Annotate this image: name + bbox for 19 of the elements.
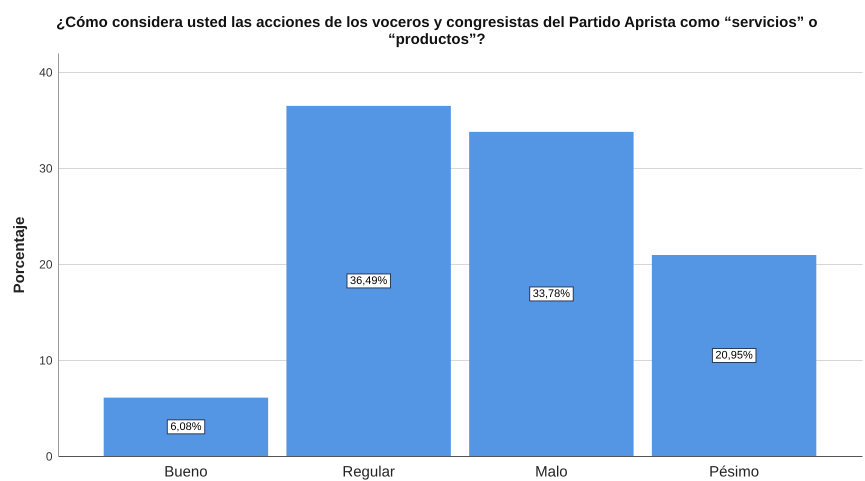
bar bbox=[469, 132, 634, 456]
y-tick-label: 10 bbox=[39, 354, 53, 368]
y-tick-label: 40 bbox=[39, 66, 53, 80]
data-label: 33,78% bbox=[532, 288, 570, 300]
y-tick-label: 20 bbox=[39, 258, 53, 272]
x-tick-label: Bueno bbox=[164, 464, 208, 480]
x-tick-label: Regular bbox=[342, 464, 395, 480]
x-tick-label: Malo bbox=[535, 464, 568, 480]
chart-title: ¿Cómo considera usted las acciones de los voceros y congresistas del Partido Aprista como “servicios” o “productos”? bbox=[56, 14, 818, 48]
bar bbox=[286, 106, 451, 456]
x-tick-label: Pésimo bbox=[709, 464, 760, 480]
data-label: 36,49% bbox=[350, 274, 388, 287]
y-tick-label: 30 bbox=[39, 162, 53, 176]
data-label: 20,95% bbox=[715, 349, 753, 362]
y-axis-title: Porcentaje bbox=[11, 216, 28, 294]
y-tick-label: 0 bbox=[46, 450, 53, 464]
data-label: 6,08% bbox=[170, 420, 202, 433]
bar bbox=[104, 398, 268, 456]
bar bbox=[652, 254, 816, 456]
